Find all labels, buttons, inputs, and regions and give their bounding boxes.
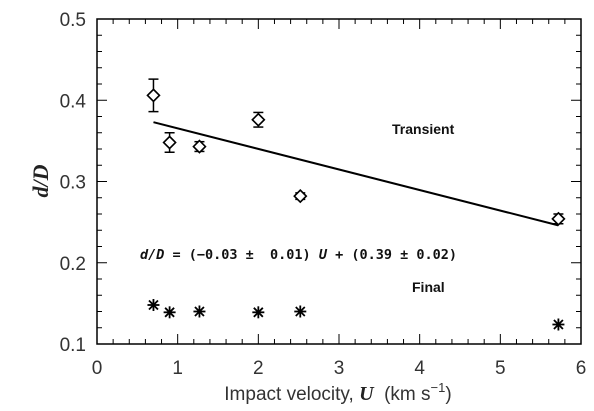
x-tick-label: 4 xyxy=(414,358,425,379)
equation-mid1: = (−0.03 ± 0.01) xyxy=(164,247,318,263)
plot-frame xyxy=(96,18,582,345)
x-tick-label: 1 xyxy=(172,358,183,379)
final-point xyxy=(163,306,176,319)
x-axis-title: Impact velocity, U (km s−1) xyxy=(224,380,451,405)
transient-point xyxy=(551,211,566,227)
transient-point xyxy=(192,139,207,154)
x-tick-label: 0 xyxy=(92,358,103,379)
final-point xyxy=(294,305,307,318)
x-tick-label: 6 xyxy=(576,358,587,379)
fit-line xyxy=(153,121,559,227)
final-point xyxy=(552,318,565,331)
transient-point xyxy=(146,88,161,103)
ticks xyxy=(96,18,582,345)
fit-equation: d/D = (−0.03 ± 0.01) U + (0.39 ± 0.02) xyxy=(140,247,457,263)
x-tick-label: 2 xyxy=(253,358,264,379)
final-point-stroke xyxy=(553,319,564,330)
x-tick-label: 3 xyxy=(334,358,345,379)
x-axis-title-variable: U xyxy=(359,383,375,405)
markers xyxy=(146,88,566,331)
y-tick-label: 0.4 xyxy=(60,91,87,112)
x-axis-title-units-open: (km s xyxy=(374,384,431,405)
x-axis-title-prefix: Impact velocity, xyxy=(224,384,359,405)
final-point-stroke xyxy=(194,306,205,317)
final-point-stroke xyxy=(164,307,175,318)
annotation-final: Final xyxy=(412,279,445,295)
x-axis-title-units-close: ) xyxy=(445,384,451,405)
final-point xyxy=(147,299,160,311)
transient-point xyxy=(162,135,177,150)
final-point-stroke xyxy=(148,299,159,311)
final-point xyxy=(252,306,265,319)
final-point xyxy=(193,305,206,318)
y-tick-label: 0.1 xyxy=(60,335,86,356)
annotation-transient: Transient xyxy=(392,121,455,137)
equation-lhs: d/D xyxy=(140,247,164,263)
x-axis-title-units-exp: −1 xyxy=(431,380,446,395)
y-tick-label: 0.2 xyxy=(60,254,86,275)
transient-point xyxy=(293,188,308,204)
final-point-stroke xyxy=(295,306,306,317)
y-tick-label: 0.5 xyxy=(60,10,86,31)
tick-labels: 0 1 2 3 4 5 6 0.1 0.2 0.3 0.4 0.5 xyxy=(60,10,587,379)
equation-var: U xyxy=(319,247,328,263)
errorbars xyxy=(148,78,564,225)
transient-point xyxy=(251,112,266,127)
x-tick-label: 5 xyxy=(495,358,506,379)
y-tick-label: 0.3 xyxy=(60,173,86,194)
y-axis-title: d/D xyxy=(28,164,53,197)
final-point-stroke xyxy=(253,307,264,318)
equation-mid2: + (0.39 ± 0.02) xyxy=(327,247,457,263)
